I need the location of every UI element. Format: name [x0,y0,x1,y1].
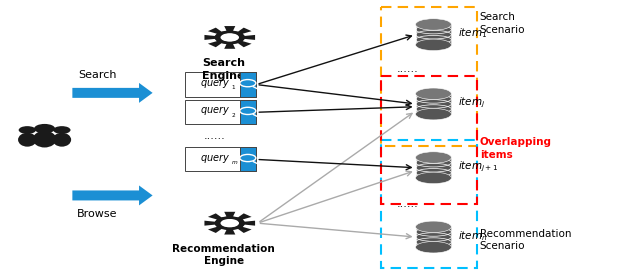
Bar [43,137,81,151]
Text: Recommendation
Engine: Recommendation Engine [172,244,275,266]
Text: $_{1}$: $_{1}$ [231,83,236,92]
Text: Search
Scenario: Search Scenario [480,13,525,35]
Circle shape [53,126,71,134]
Polygon shape [205,26,255,49]
Text: ......: ...... [203,131,225,141]
Circle shape [221,34,238,41]
Ellipse shape [415,152,451,163]
Text: $\mathit{item}_{1}$: $\mathit{item}_{1}$ [458,26,487,40]
Bar [21,136,68,152]
Circle shape [34,124,55,133]
Text: ......: ...... [397,64,419,74]
Circle shape [221,219,238,227]
Polygon shape [205,212,255,235]
Ellipse shape [415,108,451,120]
Text: $\it{query}$: $\it{query}$ [200,77,231,90]
Text: $\mathit{item}_{n}$: $\mathit{item}_{n}$ [458,229,488,242]
Text: $_{m}$: $_{m}$ [231,158,238,167]
Bar [415,158,451,178]
Circle shape [215,31,244,44]
Circle shape [215,217,244,230]
Circle shape [19,126,36,134]
Polygon shape [73,185,153,206]
FancyBboxPatch shape [185,100,256,124]
Text: $\it{query}$: $\it{query}$ [200,151,231,165]
Bar [415,227,451,247]
Circle shape [221,33,239,42]
Text: Recommendation
Scenario: Recommendation Scenario [480,229,571,251]
Ellipse shape [415,88,451,99]
Ellipse shape [33,131,56,148]
Ellipse shape [415,221,451,233]
Text: Browse: Browse [77,209,117,219]
Text: Search: Search [78,70,117,80]
Circle shape [221,219,239,227]
Text: ......: ...... [397,199,419,209]
Bar [9,137,46,151]
Text: $_{2}$: $_{2}$ [231,111,236,120]
FancyBboxPatch shape [185,73,256,97]
FancyBboxPatch shape [185,147,256,171]
FancyBboxPatch shape [240,73,256,97]
FancyBboxPatch shape [240,147,256,171]
Bar [415,94,451,114]
Ellipse shape [415,241,451,253]
Bar [415,24,451,45]
Text: Search
Engine: Search Engine [202,58,245,81]
Ellipse shape [415,19,451,30]
Polygon shape [73,83,153,103]
Text: Overlapping
items: Overlapping items [480,137,552,160]
Text: $\mathit{item}_{j}$: $\mathit{item}_{j}$ [458,95,485,110]
Ellipse shape [415,172,451,184]
Text: $\it{query}$: $\it{query}$ [200,104,231,117]
Ellipse shape [18,133,37,147]
Ellipse shape [53,133,71,147]
FancyBboxPatch shape [240,100,256,124]
Text: $\mathit{item}_{j+1}$: $\mathit{item}_{j+1}$ [458,159,498,174]
Ellipse shape [415,39,451,51]
